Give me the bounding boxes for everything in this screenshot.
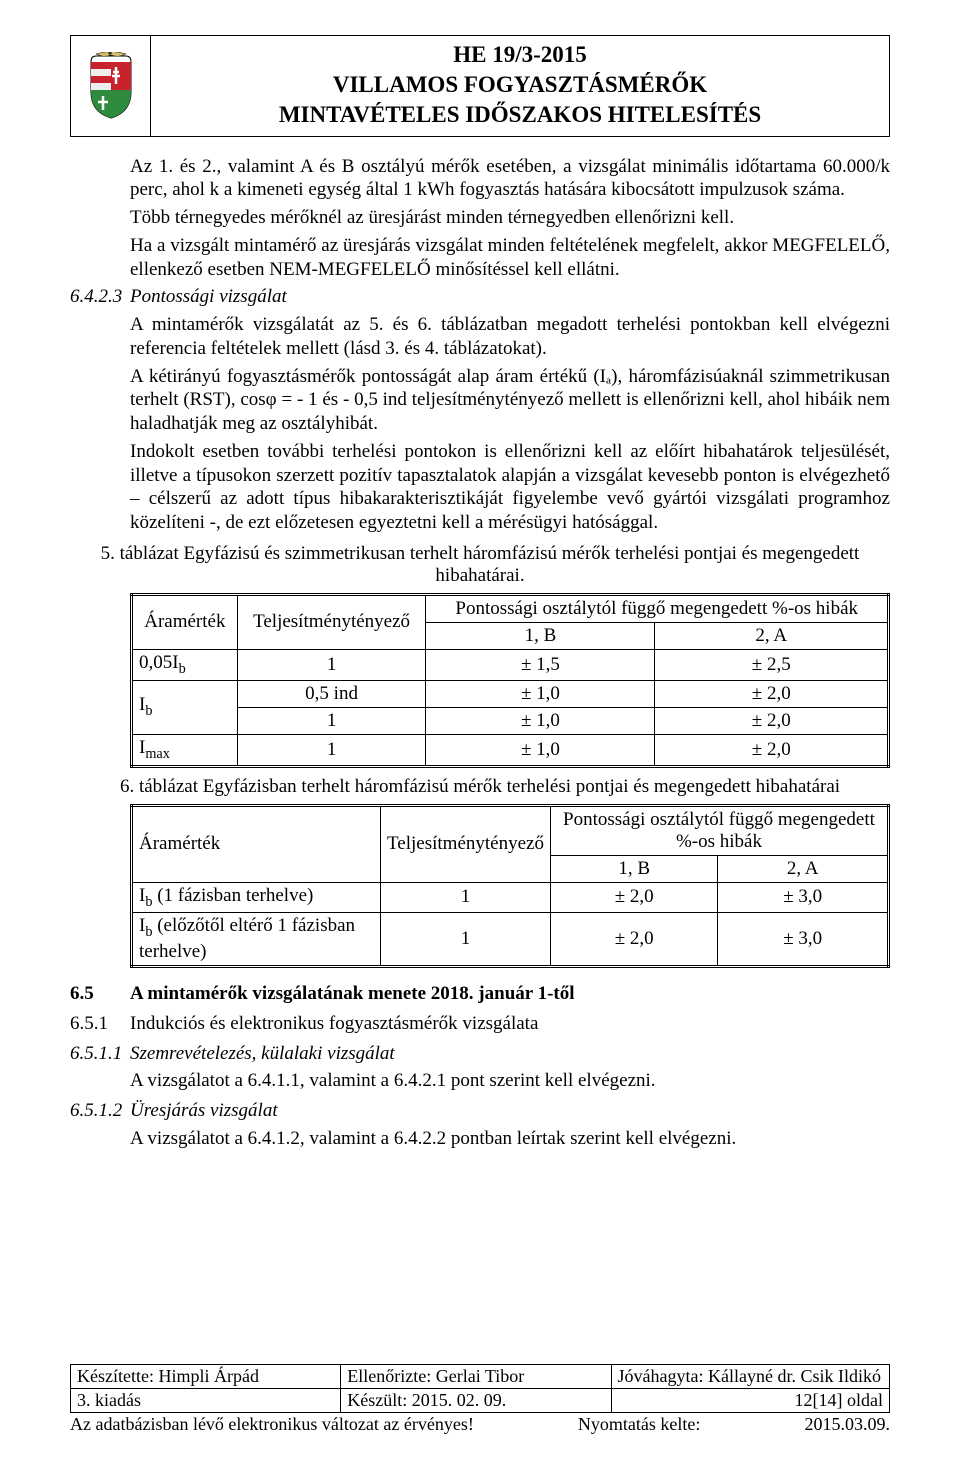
cell: ± 3,0 bbox=[718, 882, 889, 913]
cell: Jóváhagyta: Kállayné dr. Csik Ildikó bbox=[611, 1365, 889, 1389]
th-pf: Teljesítménytényező bbox=[237, 594, 426, 649]
section-number: 6.5.1 bbox=[70, 1012, 108, 1036]
table-row: Ib (előzőtől eltérő 1 fázisban terhelve)… bbox=[132, 913, 889, 967]
th-1b: 1, B bbox=[550, 855, 717, 882]
cell: ± 3,0 bbox=[718, 913, 889, 967]
th-2a: 2, A bbox=[718, 855, 889, 882]
s6512-p: A vizsgálatot a 6.4.1.2, valamint a 6.4.… bbox=[130, 1127, 890, 1151]
th-current: Áramérték bbox=[132, 805, 381, 882]
footer-mid: Nyomtatás kelte: bbox=[578, 1414, 700, 1435]
cell: 1 bbox=[381, 913, 551, 967]
th-err: Pontossági osztálytól függő megengedett … bbox=[426, 594, 889, 622]
cell: ± 2,0 bbox=[550, 913, 717, 967]
footer: Készítette: Himpli Árpád Ellenőrizte: Ge… bbox=[70, 1364, 890, 1435]
th-pf: Teljesítménytényező bbox=[381, 805, 551, 882]
header-code: HE 19/3-2015 bbox=[159, 40, 881, 70]
s6423-p3: Indokolt esetben további terhelési ponto… bbox=[130, 440, 890, 535]
cell: Ib (előzőtől eltérő 1 fázisban terhelve) bbox=[132, 913, 381, 967]
section-number: 6.5 bbox=[70, 982, 94, 1006]
section-title: Pontossági vizsgálat bbox=[130, 285, 890, 309]
table-6: Áramérték Teljesítménytényező Pontossági… bbox=[130, 804, 890, 969]
header-title: HE 19/3-2015 VILLAMOS FOGYASZTÁSMÉRŐK MI… bbox=[151, 36, 889, 136]
cell: Ib (1 fázisban terhelve) bbox=[132, 882, 381, 913]
section-6511: 6.5.1.1 Szemrevételezés, külalaki vizsgá… bbox=[130, 1042, 890, 1094]
section-title: Indukciós és elektronikus fogyasztásmérő… bbox=[130, 1012, 890, 1036]
cell: Ib bbox=[132, 680, 238, 734]
header-line3: MINTAVÉTELES IDŐSZAKOS HITELESÍTÉS bbox=[159, 100, 881, 130]
table5-caption: 5. táblázat Egyfázisú és szimmetrikusan … bbox=[70, 543, 890, 587]
footer-left: Az adatbázisban lévő elektronikus változ… bbox=[70, 1414, 474, 1435]
cell: 1 bbox=[237, 649, 426, 680]
table-row: Áramérték Teljesítménytényező Pontossági… bbox=[132, 594, 889, 622]
cell: Készítette: Himpli Árpád bbox=[71, 1365, 341, 1389]
cell: 1 bbox=[237, 707, 426, 734]
cell: 1 bbox=[237, 734, 426, 766]
cell: 3. kiadás bbox=[71, 1389, 341, 1413]
th-current: Áramérték bbox=[132, 594, 238, 649]
s6423-p2: A kétirányú fogyasztásmérők pontosságát … bbox=[130, 365, 890, 436]
para-3: Ha a vizsgált mintamérő az üresjárás viz… bbox=[130, 234, 890, 282]
s6511-p: A vizsgálatot a 6.4.1.1, valamint a 6.4.… bbox=[130, 1069, 890, 1093]
cell: ± 2,5 bbox=[655, 649, 889, 680]
cell: ± 2,0 bbox=[655, 707, 889, 734]
coat-of-arms-icon bbox=[86, 52, 136, 120]
s6423-p1: A mintamérők vizsgálatát az 5. és 6. táb… bbox=[130, 313, 890, 361]
cell: Készült: 2015. 02. 09. bbox=[341, 1389, 611, 1413]
page: HE 19/3-2015 VILLAMOS FOGYASZTÁSMÉRŐK MI… bbox=[0, 0, 960, 1460]
cell: ± 1,5 bbox=[426, 649, 655, 680]
table-row: Ib (1 fázisban terhelve) 1 ± 2,0 ± 3,0 bbox=[132, 882, 889, 913]
cell: Ellenőrizte: Gerlai Tibor bbox=[341, 1365, 611, 1389]
para-2: Több térnegyedes mérőknél az üresjárást … bbox=[130, 206, 890, 230]
header-box: HE 19/3-2015 VILLAMOS FOGYASZTÁSMÉRŐK MI… bbox=[70, 35, 890, 137]
section-number: 6.5.1.1 bbox=[70, 1042, 122, 1066]
cell: ± 2,0 bbox=[655, 734, 889, 766]
section-6423: 6.4.2.3 Pontossági vizsgálat A mintamérő… bbox=[130, 285, 890, 535]
table-row: Készítette: Himpli Árpád Ellenőrizte: Ge… bbox=[71, 1365, 890, 1389]
cell: 12[14] oldal bbox=[611, 1389, 889, 1413]
logo-cell bbox=[71, 36, 151, 136]
table-row: Imax 1 ± 1,0 ± 2,0 bbox=[132, 734, 889, 766]
cell: 0,5 ind bbox=[237, 680, 426, 707]
table-row: Áramérték Teljesítménytényező Pontossági… bbox=[132, 805, 889, 855]
section-title: A mintamérők vizsgálatának menete 2018. … bbox=[130, 982, 890, 1006]
table-5: Áramérték Teljesítménytényező Pontossági… bbox=[130, 593, 890, 768]
intro-block: Az 1. és 2., valamint A és B osztályú mé… bbox=[130, 155, 890, 282]
table-row: Ib 0,5 ind ± 1,0 ± 2,0 bbox=[132, 680, 889, 707]
section-651: 6.5.1 Indukciós és elektronikus fogyaszt… bbox=[130, 1012, 890, 1036]
header-line2: VILLAMOS FOGYASZTÁSMÉRŐK bbox=[159, 70, 881, 100]
para-1: Az 1. és 2., valamint A és B osztályú mé… bbox=[130, 155, 890, 203]
section-title: Üresjárás vizsgálat bbox=[130, 1099, 890, 1123]
cell: ± 1,0 bbox=[426, 734, 655, 766]
th-err: Pontossági osztálytól függő megengedett … bbox=[550, 805, 888, 855]
cell: ± 2,0 bbox=[655, 680, 889, 707]
cell: ± 1,0 bbox=[426, 680, 655, 707]
section-title: Szemrevételezés, külalaki vizsgálat bbox=[130, 1042, 890, 1066]
footer-right: 2015.03.09. bbox=[804, 1414, 890, 1435]
cell: ± 2,0 bbox=[550, 882, 717, 913]
th-1b: 1, B bbox=[426, 622, 655, 649]
cell: Imax bbox=[132, 734, 238, 766]
footer-table: Készítette: Himpli Árpád Ellenőrizte: Ge… bbox=[70, 1364, 890, 1413]
table6-caption: 6. táblázat Egyfázisban terhelt háromfáz… bbox=[70, 776, 890, 798]
section-number: 6.5.1.2 bbox=[70, 1099, 122, 1123]
table-row: 0,05Ib 1 ± 1,5 ± 2,5 bbox=[132, 649, 889, 680]
section-6512: 6.5.1.2 Üresjárás vizsgálat A vizsgálato… bbox=[130, 1099, 890, 1151]
section-number: 6.4.2.3 bbox=[70, 285, 122, 309]
section-65: 6.5 A mintamérők vizsgálatának menete 20… bbox=[130, 982, 890, 1006]
cell: 0,05Ib bbox=[132, 649, 238, 680]
th-2a: 2, A bbox=[655, 622, 889, 649]
cell: ± 1,0 bbox=[426, 707, 655, 734]
table-row: 3. kiadás Készült: 2015. 02. 09. 12[14] … bbox=[71, 1389, 890, 1413]
table-row: 1 ± 1,0 ± 2,0 bbox=[132, 707, 889, 734]
footer-meta: Az adatbázisban lévő elektronikus változ… bbox=[70, 1414, 890, 1435]
cell: 1 bbox=[381, 882, 551, 913]
